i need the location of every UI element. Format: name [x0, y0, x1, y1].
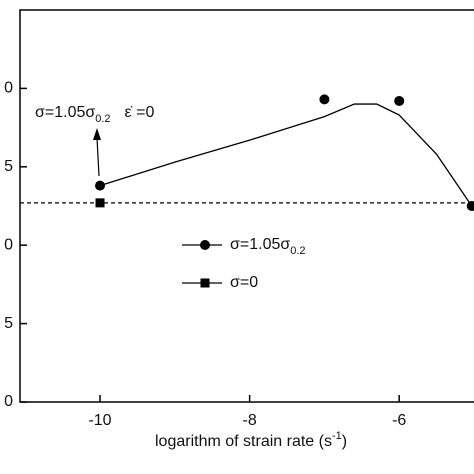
point	[95, 198, 105, 208]
y-tick-label: 0	[4, 80, 13, 97]
x-axis-label: logarithm of strain rate (s-1)	[155, 430, 347, 450]
x-tick-label: -6	[392, 412, 406, 429]
x-label-sup: -1	[332, 430, 342, 442]
legend-sub: 0.2	[290, 245, 305, 257]
x-tick-label: -8	[243, 412, 257, 429]
legend-marker	[200, 240, 210, 250]
point	[466, 201, 474, 211]
x-tick-label: -10	[88, 412, 111, 429]
arrow-head	[93, 128, 101, 140]
y-tick-label: 0	[4, 236, 13, 253]
legend-name: σ=1.05σ	[230, 236, 290, 253]
fit-line	[99, 103, 473, 207]
legend-marker	[200, 278, 210, 288]
point	[394, 95, 405, 106]
annotation-sub: 0.2	[95, 113, 110, 125]
legend-name: σ=0	[230, 274, 258, 291]
annotation-after: ε̇ =0	[125, 104, 155, 121]
annotation: σ=1.05σ0.2 ε̇ =0	[35, 104, 154, 125]
annotation-text: σ=1.05σ	[35, 104, 95, 121]
x-label-end: )	[342, 433, 347, 450]
point	[319, 94, 330, 105]
x-label-main: logarithm of strain rate (s	[155, 433, 332, 450]
y-tick-label: 5	[4, 158, 13, 175]
y-tick-label: 5	[4, 315, 13, 332]
y-tick-label: 0	[4, 393, 13, 410]
plot-frame	[19, 9, 474, 403]
legend-label: σ=1.05σ0.2	[230, 236, 306, 257]
legend-label: σ=0	[230, 274, 258, 291]
arrow	[96, 137, 100, 177]
